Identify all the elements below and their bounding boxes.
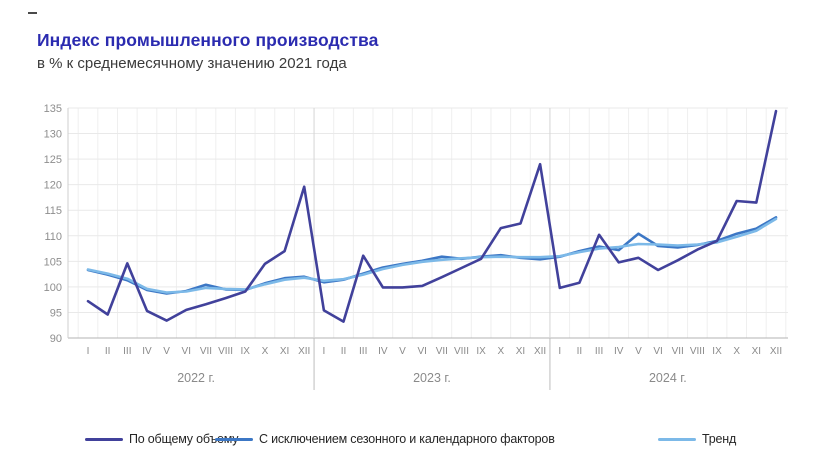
chart-area: 90 95 100 105 110 115 120 125 130 135 I II III IV V VI V…	[0, 92, 837, 404]
x-tick-label: VIII	[690, 346, 705, 357]
x-tick-label: VII	[436, 346, 448, 357]
year-label: 2022 г.	[177, 371, 215, 385]
y-tick-label: 120	[44, 180, 62, 192]
series-line-trend	[86, 217, 778, 294]
chart-title: Индекс промышленного производства	[37, 30, 379, 50]
x-tick-label: II	[577, 346, 583, 357]
x-tick-label: VIII	[454, 346, 469, 357]
legend-item-total: По общему объему	[85, 430, 239, 448]
x-tick-label: VI	[417, 346, 426, 357]
y-tick-label: 135	[44, 103, 62, 115]
x-tick-label: I	[322, 346, 325, 357]
x-tick-label: VIII	[218, 346, 233, 357]
legend-swatch-seasonally-adjusted	[215, 437, 253, 441]
x-tick-label: XI	[516, 346, 525, 357]
legend-swatch-total	[85, 437, 123, 441]
x-tick-label: VII	[672, 346, 684, 357]
legend-swatch-trend	[658, 437, 696, 441]
x-tick-label: IX	[476, 346, 486, 357]
x-tick-label: II	[341, 346, 347, 357]
x-tick-label: VII	[200, 346, 212, 357]
y-tick-label: 130	[44, 129, 62, 141]
stray-dash-mark	[28, 12, 37, 14]
x-tick-label: IX	[241, 346, 251, 357]
x-tick-label: V	[163, 346, 170, 357]
chart-legend: По общему объему С исключением сезонного…	[0, 430, 837, 450]
x-tick-label: IV	[378, 346, 388, 357]
y-tick-label: 100	[44, 282, 62, 294]
chart-subtitle: в % к среднемесячному значению 2021 года	[37, 55, 347, 72]
series-line-seasonally-adjusted	[86, 216, 778, 295]
x-tick-label: XI	[280, 346, 289, 357]
x-tick-label: VI	[653, 346, 662, 357]
x-tick-label: XII	[298, 346, 310, 357]
x-tick-label: II	[105, 346, 111, 357]
x-tick-label: V	[399, 346, 406, 357]
y-tick-label: 125	[44, 154, 62, 166]
y-tick-label: 110	[44, 231, 62, 243]
series-line-total	[86, 109, 778, 323]
x-tick-label: X	[733, 346, 740, 357]
year-label: 2023 г.	[413, 371, 451, 385]
legend-item-seasonally-adjusted: С исключением сезонного и календарного ф…	[215, 430, 555, 448]
x-tick-label: XII	[770, 346, 782, 357]
x-tick-label: III	[123, 346, 131, 357]
x-tick-label: I	[87, 346, 90, 357]
x-tick-label: X	[497, 346, 504, 357]
chart-header: Индекс промышленного производства в % к …	[37, 30, 379, 72]
x-tick-label: XI	[752, 346, 761, 357]
y-tick-label: 95	[50, 307, 62, 319]
y-tick-label: 115	[44, 205, 62, 217]
x-tick-label: I	[558, 346, 561, 357]
legend-label-trend: Тренд	[702, 432, 737, 446]
x-tick-label: III	[359, 346, 367, 357]
x-tick-label: IX	[712, 346, 722, 357]
legend-label-seasonally-adjusted: С исключением сезонного и календарного ф…	[259, 432, 555, 446]
x-tick-label: XII	[534, 346, 546, 357]
x-tick-label: IV	[142, 346, 152, 357]
x-tick-label: III	[595, 346, 603, 357]
legend-item-trend: Тренд	[658, 430, 736, 448]
x-tick-label: X	[262, 346, 269, 357]
year-label: 2024 г.	[649, 371, 687, 385]
y-tick-label: 105	[44, 256, 62, 268]
x-tick-label: VI	[182, 346, 191, 357]
y-tick-label: 90	[50, 333, 62, 345]
legend-label-total: По общему объему	[129, 432, 239, 446]
x-tick-label: IV	[614, 346, 624, 357]
x-tick-label: V	[635, 346, 642, 357]
